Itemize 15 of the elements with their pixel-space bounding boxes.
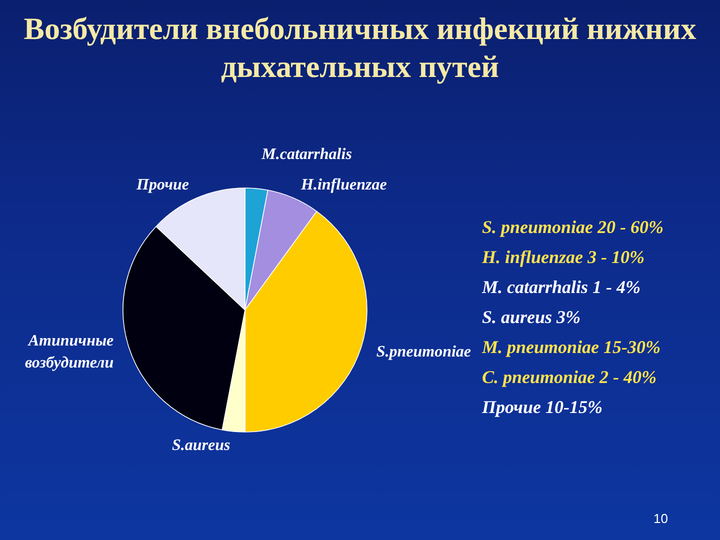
slice-label: M.catarrhalis <box>260 146 352 164</box>
text: M. pneumoniae 15-30% <box>482 336 662 359</box>
slice-label: S.aureus <box>172 436 230 454</box>
text: M. catarrhalis 1 - 4% <box>482 276 642 299</box>
text: C. pneumoniae 2 - 40% <box>482 366 658 389</box>
slice-label: S.pneumoniae <box>376 344 472 361</box>
chart-title: Возбудители внебольничных инфекций нижних дыхательных путей <box>22 10 698 86</box>
slice-label: H.influenzae <box>300 176 387 194</box>
text: 10 <box>654 511 668 526</box>
slice-label: Прочие <box>136 176 189 194</box>
text: S. pneumoniae 20 - 60% <box>482 216 664 239</box>
text: Прочие 10-15% <box>482 396 604 419</box>
text: S. aureus 3% <box>482 306 582 329</box>
text: H. influenzae 3 - 10% <box>482 246 646 269</box>
slice-label: Атипичные возбудители <box>24 332 114 372</box>
